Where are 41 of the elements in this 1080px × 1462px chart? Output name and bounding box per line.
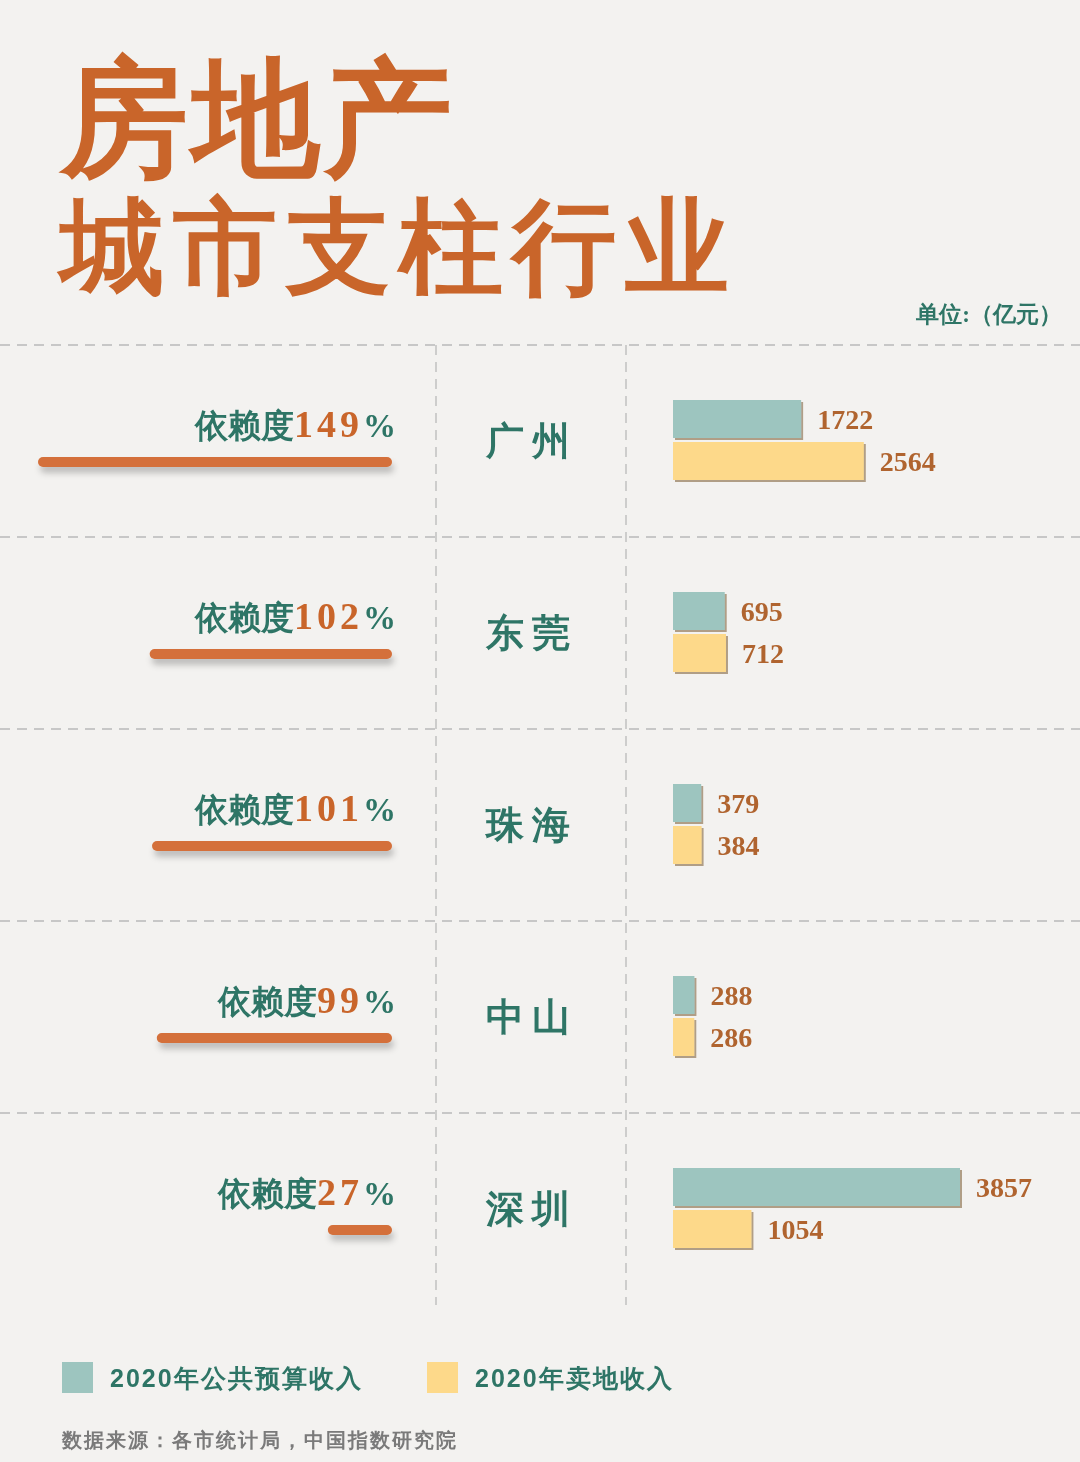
y-tick-label: 东莞 [485, 612, 578, 654]
text: 单位:（亿元） [915, 302, 1062, 327]
bar [38, 457, 392, 467]
bar [327, 1225, 392, 1235]
y-tick-label: 中山 [486, 996, 578, 1038]
bar [673, 976, 695, 1014]
bar [673, 400, 802, 438]
data-label: 384 [717, 829, 760, 861]
data-label: 依赖度27% [217, 1171, 396, 1213]
bar [149, 649, 392, 659]
y-tick-label: 珠海 [484, 804, 578, 846]
data-label: 3857 [976, 1171, 1032, 1203]
bar [673, 784, 702, 822]
bar [673, 826, 702, 864]
bar [673, 1168, 960, 1206]
chart-subtitle: 城市支柱行业 [56, 190, 738, 305]
bar [673, 1210, 752, 1248]
bar [673, 442, 864, 480]
data-label: 712 [741, 637, 784, 669]
legend-label: 2020年卖地收入 [475, 1364, 674, 1392]
data-label: 依赖度102% [194, 595, 396, 637]
bar [152, 841, 392, 851]
y-tick-label: 广州 [485, 420, 578, 462]
data-label: 依赖度99% [217, 979, 396, 1021]
bar [673, 1018, 695, 1056]
source-note: 数据来源：各市统计局，中国指数研究院 [61, 1429, 458, 1451]
data-label: 379 [717, 787, 760, 819]
data-label: 依赖度149% [194, 403, 396, 445]
bar [673, 592, 725, 630]
data-label: 286 [710, 1021, 753, 1053]
bar [673, 634, 726, 672]
data-label: 依赖度101% [194, 787, 396, 829]
y-tick-label: 深圳 [485, 1188, 578, 1230]
data-label: 1722 [817, 403, 874, 435]
chart-title: 房地产 [58, 49, 456, 191]
data-label: 2564 [879, 445, 936, 477]
data-label: 695 [740, 595, 783, 627]
data-label: 288 [710, 979, 753, 1011]
data-label: 1054 [767, 1213, 824, 1245]
bar [156, 1033, 392, 1043]
legend-label: 2020年公共预算收入 [110, 1364, 363, 1392]
